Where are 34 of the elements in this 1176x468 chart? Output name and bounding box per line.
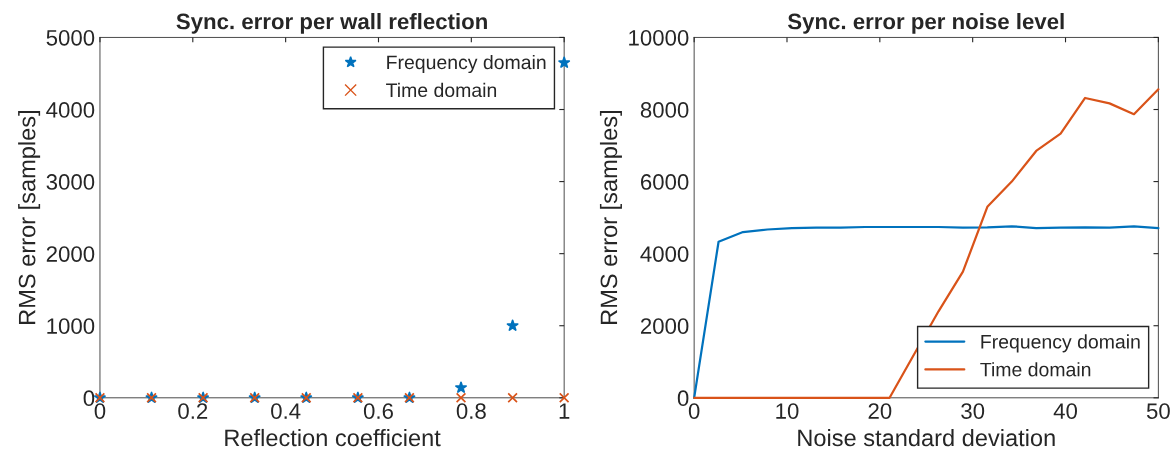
x-tick-label: 50 <box>1146 403 1170 419</box>
y-tick-label: 0 <box>677 390 689 407</box>
y-axis-title: RMS error [samples] <box>18 111 41 324</box>
y-tick-label: 10000 <box>629 29 689 46</box>
y-tick-label: 2000 <box>640 318 689 334</box>
y-axis-title: RMS error [samples] <box>599 111 622 324</box>
x-tick-label: 0.4 <box>271 403 301 419</box>
y-tick-label: 5000 <box>46 29 95 46</box>
chart-title: Sync. error per wall reflection <box>176 13 487 34</box>
x-tick-label: 0 <box>94 403 106 419</box>
legend-label: Time domain <box>980 362 1091 377</box>
x-tick-label: 40 <box>1053 403 1078 419</box>
x-tick-label: 1 <box>559 403 570 419</box>
y-tick-label: 6000 <box>640 174 689 190</box>
x-axis-title: Noise standard deviation <box>798 428 1055 447</box>
y-tick-label: 1000 <box>47 318 95 334</box>
x-tick-label: 0.6 <box>363 403 393 419</box>
x-tick-label: 10 <box>776 403 799 419</box>
y-tick-label: 0 <box>83 390 95 407</box>
legend-label: Time domain <box>386 82 497 98</box>
y-tick-label: 2000 <box>46 246 95 262</box>
x-tick-label: 30 <box>961 403 985 419</box>
x-tick-label: 0.8 <box>456 403 486 419</box>
x-axis-title: Reflection coefficient <box>225 428 441 447</box>
x-tick-label: 0 <box>688 403 700 419</box>
legend-label: Frequency domain <box>387 54 546 74</box>
x-tick-label: 0.2 <box>178 403 208 419</box>
y-tick-label: 4000 <box>46 102 95 118</box>
chart-title: Sync. error per noise level <box>787 13 1064 34</box>
x-tick-label: 20 <box>868 403 892 419</box>
y-tick-label: 3000 <box>46 174 95 190</box>
y-tick-label: 4000 <box>640 246 689 262</box>
y-tick-label: 8000 <box>640 102 689 118</box>
legend-label: Frequency domain <box>981 334 1140 353</box>
